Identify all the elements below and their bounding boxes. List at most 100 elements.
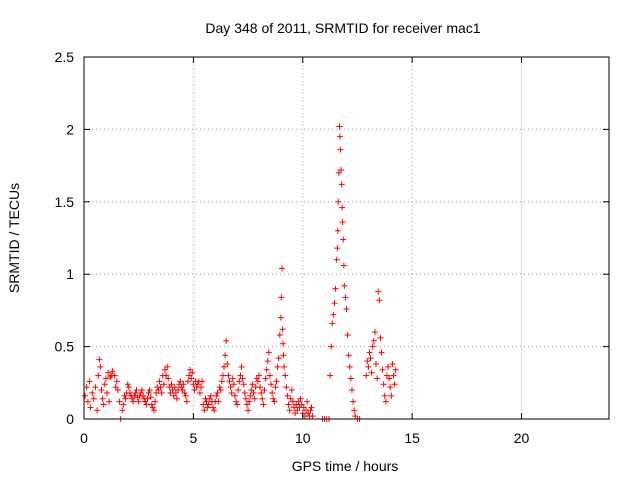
data-point — [89, 389, 96, 396]
data-point — [126, 389, 133, 396]
data-point — [171, 384, 178, 391]
data-point — [87, 404, 94, 411]
data-point — [168, 381, 175, 388]
data-point — [364, 358, 371, 365]
data-point — [350, 398, 357, 405]
data-point — [213, 392, 220, 399]
data-point — [330, 311, 337, 318]
data-point — [148, 401, 155, 408]
data-point — [344, 332, 351, 339]
data-point — [328, 343, 335, 350]
data-point — [377, 334, 384, 341]
data-point — [86, 378, 93, 385]
data-point — [152, 398, 159, 405]
y-tick-label: 1 — [66, 266, 74, 282]
data-point — [329, 320, 336, 327]
data-point — [138, 387, 145, 394]
data-point — [207, 392, 214, 399]
y-tick-label: 0.5 — [55, 339, 75, 355]
data-point — [102, 375, 109, 382]
data-point — [135, 398, 142, 405]
data-point — [390, 372, 397, 379]
data-point — [99, 395, 106, 402]
y-tick-label: 1.5 — [55, 194, 75, 210]
data-point — [82, 392, 89, 399]
data-point — [371, 329, 378, 336]
data-point — [125, 384, 132, 391]
data-point — [265, 349, 272, 356]
data-point — [389, 360, 396, 367]
data-point — [327, 372, 334, 379]
data-point — [382, 398, 389, 405]
data-point — [106, 398, 113, 405]
data-point — [368, 369, 375, 376]
data-point — [278, 265, 285, 272]
data-point — [374, 375, 381, 382]
data-point — [210, 404, 217, 411]
data-point — [196, 389, 203, 396]
data-point — [264, 358, 271, 365]
data-point — [387, 384, 394, 391]
data-point — [245, 407, 252, 414]
x-tick-label: 0 — [80, 430, 88, 446]
data-point — [366, 349, 373, 356]
data-point — [285, 401, 292, 408]
x-tick-label: 20 — [514, 430, 530, 446]
data-point — [222, 352, 229, 359]
data-point — [274, 363, 281, 370]
data-point — [198, 384, 205, 391]
data-point — [367, 355, 374, 362]
data-point — [231, 392, 238, 399]
data-point — [160, 381, 167, 388]
data-point — [124, 381, 131, 388]
data-point — [269, 389, 276, 396]
data-point — [96, 356, 103, 363]
data-point — [258, 389, 265, 396]
data-point — [251, 395, 258, 402]
grid — [84, 57, 609, 419]
data-point — [332, 285, 339, 292]
data-point — [339, 219, 346, 226]
data-point — [334, 227, 341, 234]
data-point — [215, 398, 222, 405]
data-point — [283, 384, 290, 391]
data-point — [340, 236, 347, 243]
data-point — [380, 381, 387, 388]
data-point — [119, 407, 126, 414]
data-point — [246, 398, 253, 405]
data-point — [224, 360, 231, 367]
data-point — [304, 398, 311, 405]
data-point — [143, 401, 150, 408]
data-point — [109, 368, 116, 375]
data-point — [268, 381, 275, 388]
data-point — [194, 381, 201, 388]
data-point — [266, 372, 273, 379]
data-point — [365, 363, 372, 370]
data-point — [240, 381, 247, 388]
data-point — [113, 378, 120, 385]
data-point — [94, 407, 101, 414]
data-point — [107, 374, 114, 381]
data-point — [184, 378, 191, 385]
data-point — [204, 404, 211, 411]
data-point — [189, 369, 196, 376]
data-point — [227, 384, 234, 391]
x-tick-label: 10 — [295, 430, 311, 446]
data-point — [271, 398, 278, 405]
data-point — [286, 407, 293, 414]
data-point — [97, 363, 104, 370]
x-tick-label: 5 — [189, 430, 197, 446]
plot-frame — [83, 56, 610, 420]
data-point — [133, 387, 140, 394]
data-point — [157, 384, 164, 391]
data-point — [147, 394, 154, 401]
data-point — [130, 398, 137, 405]
data-point — [250, 389, 257, 396]
data-point — [263, 366, 270, 373]
data-point — [238, 363, 245, 370]
data-point — [225, 372, 232, 379]
data-point — [275, 355, 282, 362]
data-point — [378, 349, 385, 356]
x-axis-title: GPS time / hours — [292, 458, 399, 474]
data-point — [242, 395, 249, 402]
